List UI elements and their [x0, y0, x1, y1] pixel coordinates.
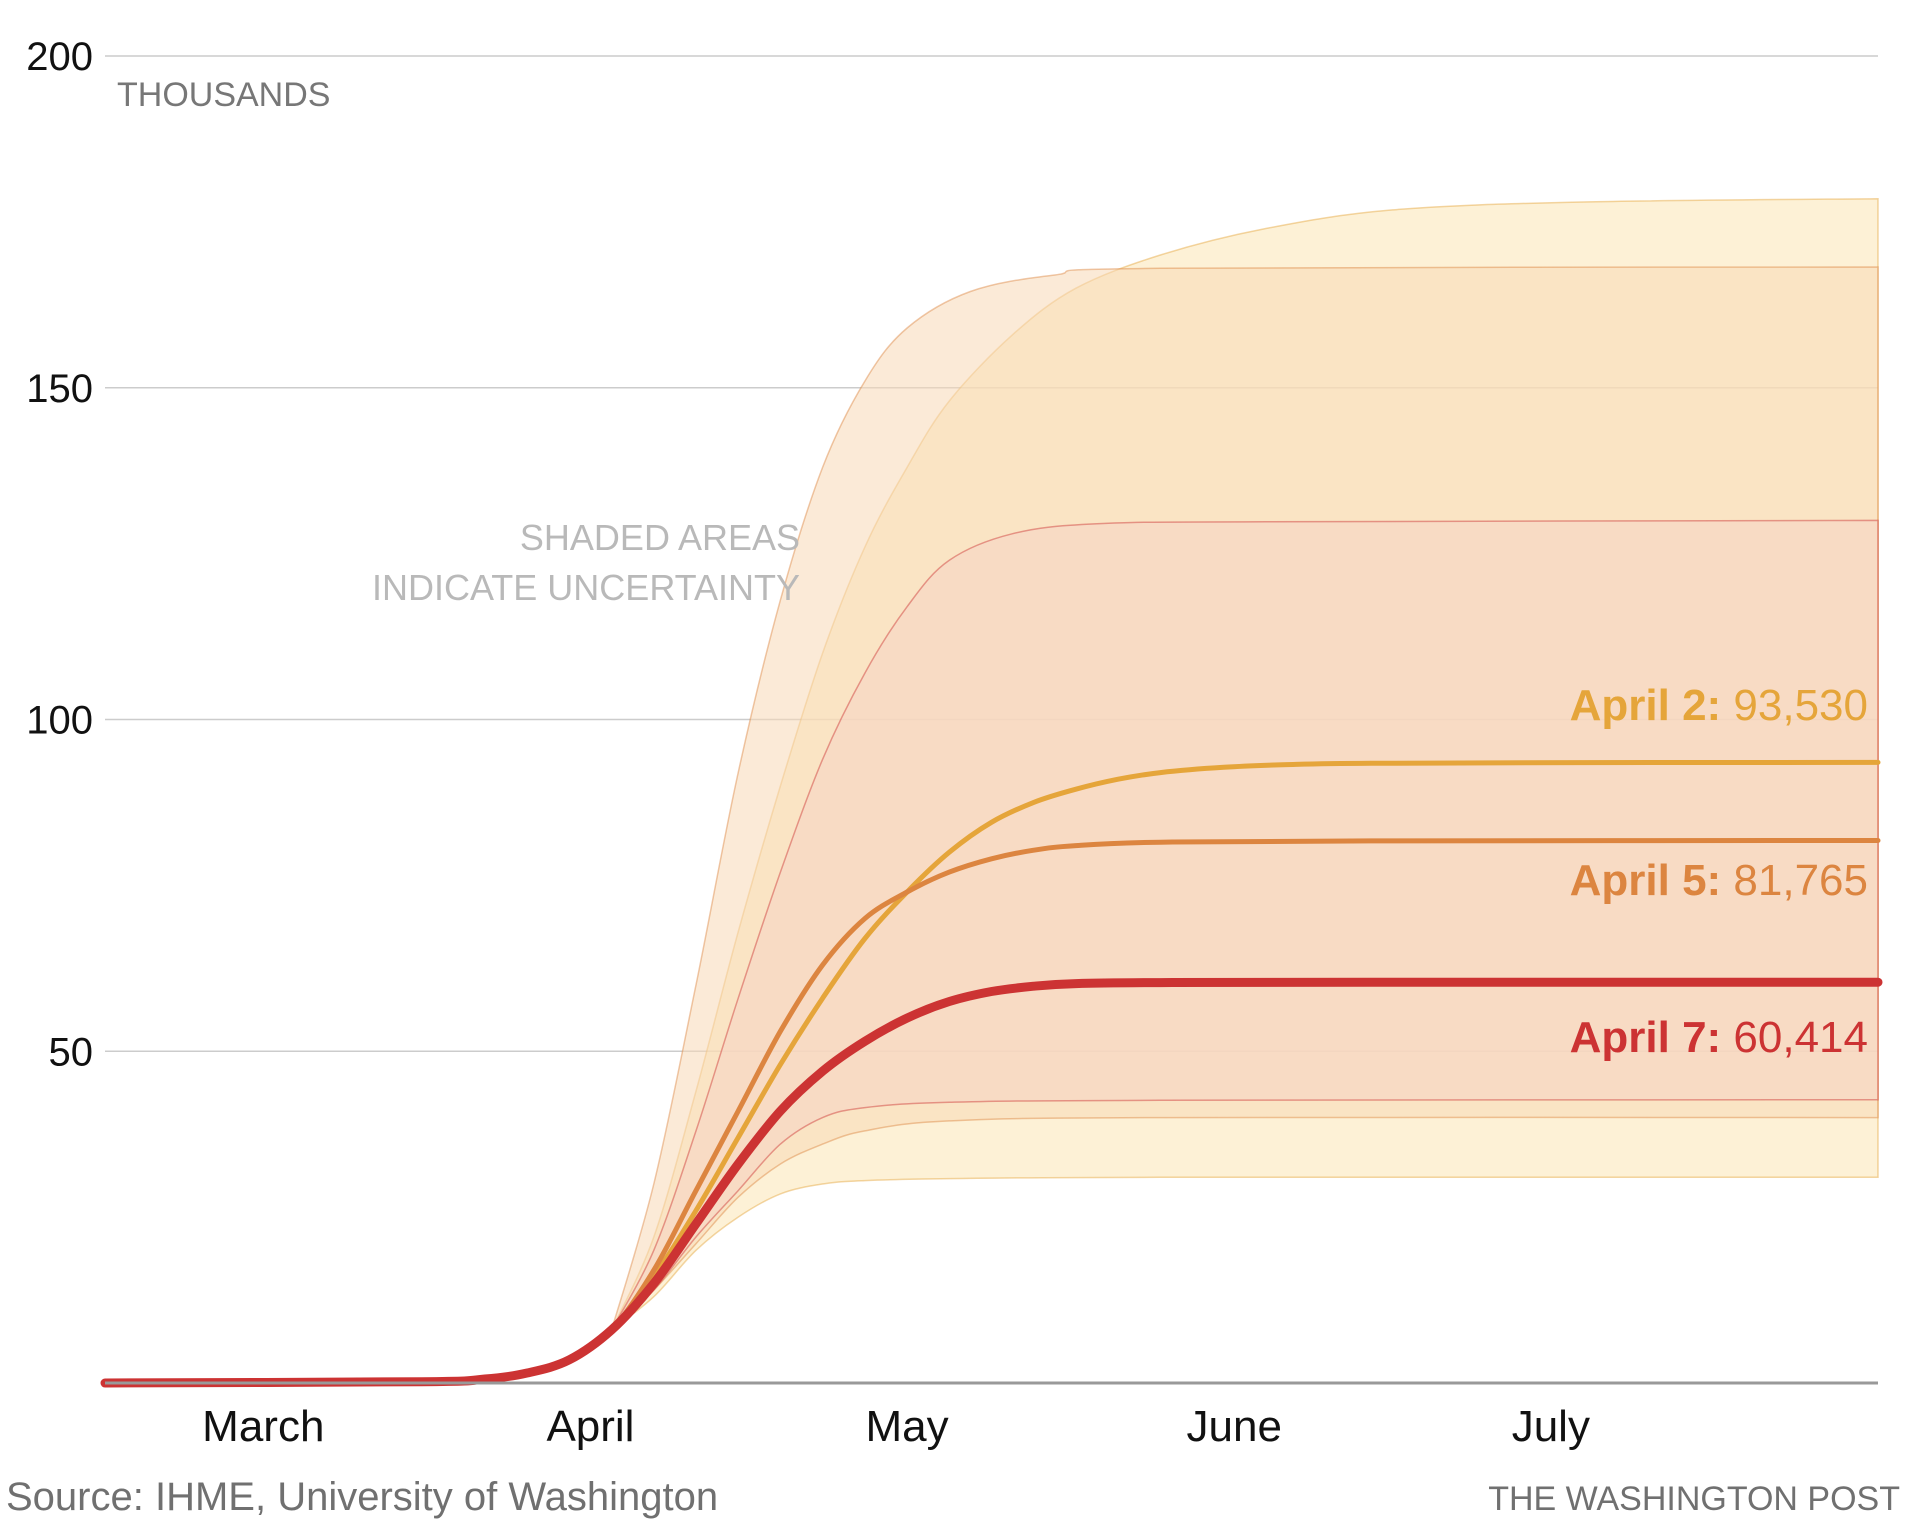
uncertainty-note-line-2: INDICATE UNCERTAINTY [372, 567, 800, 608]
source-note: Source: IHME, University of Washington [6, 1475, 718, 1519]
y-unit-label: THOUSANDS [117, 76, 330, 114]
series-lines [100, 759, 1883, 1388]
label-april-7-value: 60,414 [1733, 1013, 1868, 1062]
label-april-2-name: April 2: [1570, 681, 1734, 730]
x-tick-march: March [202, 1402, 324, 1451]
label-april-2: April 2: 93,530 [1570, 681, 1868, 730]
label-april-5-name: April 5: [1570, 856, 1734, 905]
series-end-labels: April 2: 93,530 April 5: 81,765 April 7: 6… [1570, 681, 1868, 1062]
y-tick-200: 200 [26, 35, 93, 79]
y-tick-100: 100 [26, 699, 93, 743]
x-tick-april: April [546, 1402, 634, 1451]
uncertainty-note-line-1: SHADED AREAS [520, 517, 800, 558]
x-axis-ticks: March April May June July [202, 1402, 1590, 1451]
label-april-7-name: April 7: [1570, 1013, 1734, 1062]
label-april-5: April 5: 81,765 [1570, 856, 1868, 905]
label-april-5-value: 81,765 [1733, 856, 1868, 905]
y-tick-150: 150 [26, 367, 93, 411]
x-tick-may: May [866, 1402, 949, 1451]
band-april-7 [610, 519, 1879, 1331]
x-tick-july: July [1512, 1402, 1590, 1451]
line-april-7 [100, 977, 1883, 1388]
credit-text: THE WASHINGTON POST [1488, 1480, 1900, 1518]
label-april-2-value: 93,530 [1733, 681, 1868, 730]
label-april-7: April 7: 60,414 [1570, 1013, 1868, 1062]
x-tick-june: June [1187, 1402, 1282, 1451]
y-axis-ticks: 50 100 150 200 [26, 35, 93, 1074]
y-tick-50: 50 [49, 1030, 94, 1074]
